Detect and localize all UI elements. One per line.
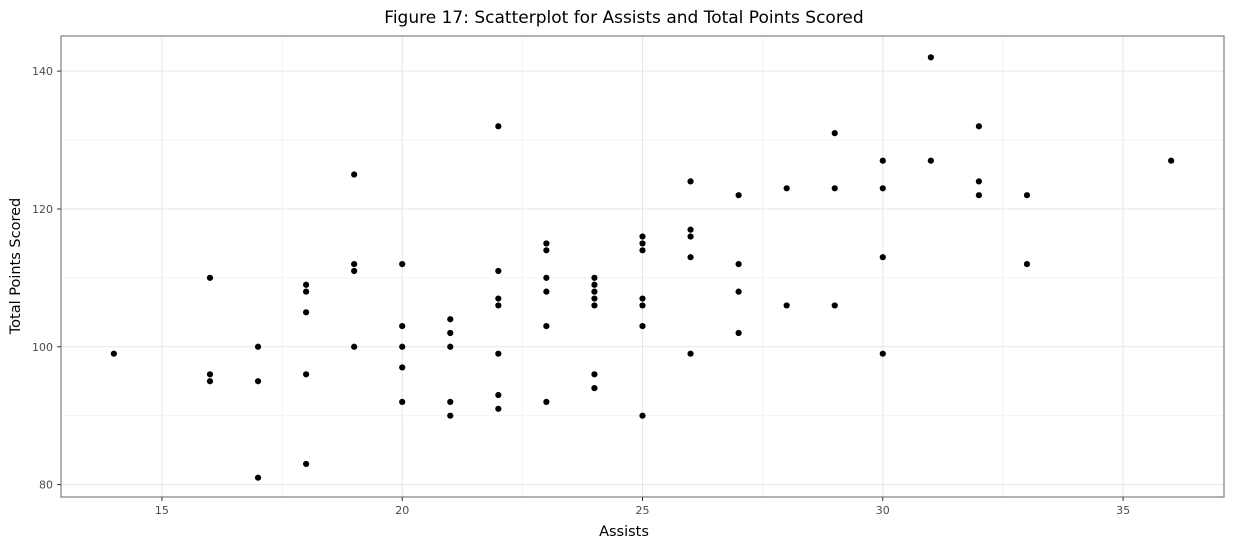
scatter-point (687, 254, 694, 261)
x-tick-label: 15 (155, 504, 169, 517)
x-tick-label: 20 (395, 504, 409, 517)
scatter-point (351, 171, 358, 178)
scatter-point (687, 350, 694, 357)
scatter-point (591, 302, 598, 309)
scatter-point (975, 123, 983, 130)
scatter-point (831, 185, 838, 192)
scatter-point (543, 323, 550, 330)
scatter-point (639, 412, 646, 419)
scatter-point (879, 254, 886, 261)
scatter-point (399, 260, 406, 268)
scatter-point (495, 123, 502, 130)
scatter-point (927, 54, 934, 61)
scatter-point (639, 247, 646, 254)
scatter-point (639, 295, 646, 302)
scatter-point (735, 288, 742, 295)
scatter-point (831, 130, 838, 137)
grid (61, 36, 1224, 497)
scatter-point (495, 391, 502, 399)
scatter-point (110, 350, 117, 357)
scatter-point (831, 302, 838, 309)
scatter-point (447, 412, 454, 419)
scatter-point (543, 274, 550, 281)
scatter-point (687, 226, 694, 233)
scatter-point (783, 185, 790, 192)
scatter-point (591, 295, 598, 302)
y-tick-label: 140 (32, 65, 53, 78)
scatter-point (639, 302, 646, 309)
scatter-point (1023, 260, 1031, 268)
scatter-point (591, 371, 598, 378)
scatter-point (591, 385, 598, 392)
scatter-point (975, 178, 983, 185)
scatter-point (399, 398, 406, 406)
scatter-point (254, 474, 262, 481)
scatter-point (879, 350, 886, 357)
scatter-point (399, 364, 406, 371)
y-tick-label: 120 (32, 203, 53, 216)
y-tick-label: 100 (32, 341, 53, 354)
scatter-point (543, 247, 550, 254)
scatter-point (687, 233, 694, 240)
scatter-point (399, 343, 406, 350)
scatter-point (351, 260, 358, 268)
scatter-point (302, 309, 310, 316)
y-tick-label: 80 (39, 479, 53, 492)
x-axis-label: Assists (599, 524, 649, 540)
scatter-point (735, 192, 742, 199)
axis-ticks: 15 20 25 30 35 80 100 120 140 (32, 65, 1130, 517)
scatter-point (1023, 192, 1031, 199)
scatter-point (543, 288, 550, 295)
scatter-point (302, 371, 310, 378)
scatter-point (975, 192, 983, 199)
scatter-point (639, 233, 646, 240)
scatter-point (495, 405, 502, 412)
scatter-point (206, 371, 214, 378)
scatter-point (495, 350, 502, 357)
chart-title: Figure 17: Scatterplot for Assists and T… (384, 8, 863, 28)
scatter-point (927, 157, 934, 164)
scatter-point (735, 329, 742, 337)
scatter-point (495, 267, 502, 275)
scatter-point (879, 157, 886, 164)
scatter-point (351, 267, 358, 275)
scatter-point (735, 260, 742, 268)
scatter-point (543, 240, 550, 247)
x-tick-label: 25 (636, 504, 650, 517)
scatter-point (687, 178, 694, 185)
scatter-point (1168, 157, 1175, 164)
scatter-point (302, 288, 310, 295)
scatter-point (351, 343, 358, 350)
scatter-point (591, 288, 598, 295)
x-tick-label: 35 (1116, 504, 1130, 517)
scatter-point (447, 343, 454, 350)
scatter-point (591, 281, 598, 288)
scatter-point (447, 329, 454, 337)
scatter-point (302, 460, 310, 468)
x-tick-label: 30 (876, 504, 890, 517)
scatter-point (543, 398, 550, 406)
scatter-point (254, 343, 262, 350)
scatter-point (495, 302, 502, 309)
scatter-point (206, 378, 214, 385)
scatter-point (639, 323, 646, 330)
scatter-point (399, 323, 406, 330)
scatter-point (591, 274, 598, 281)
scatter-point (447, 398, 454, 406)
y-axis-label: Total Points Scored (8, 198, 24, 335)
scatter-point (302, 281, 310, 288)
scatter-point (639, 240, 646, 247)
scatter-point (879, 185, 886, 192)
scatter-point (254, 378, 262, 385)
scatter-point (495, 295, 502, 302)
scatter-point (783, 302, 790, 309)
scatter-point (447, 316, 454, 323)
scatter-point (206, 274, 214, 281)
data-points (110, 54, 1175, 481)
